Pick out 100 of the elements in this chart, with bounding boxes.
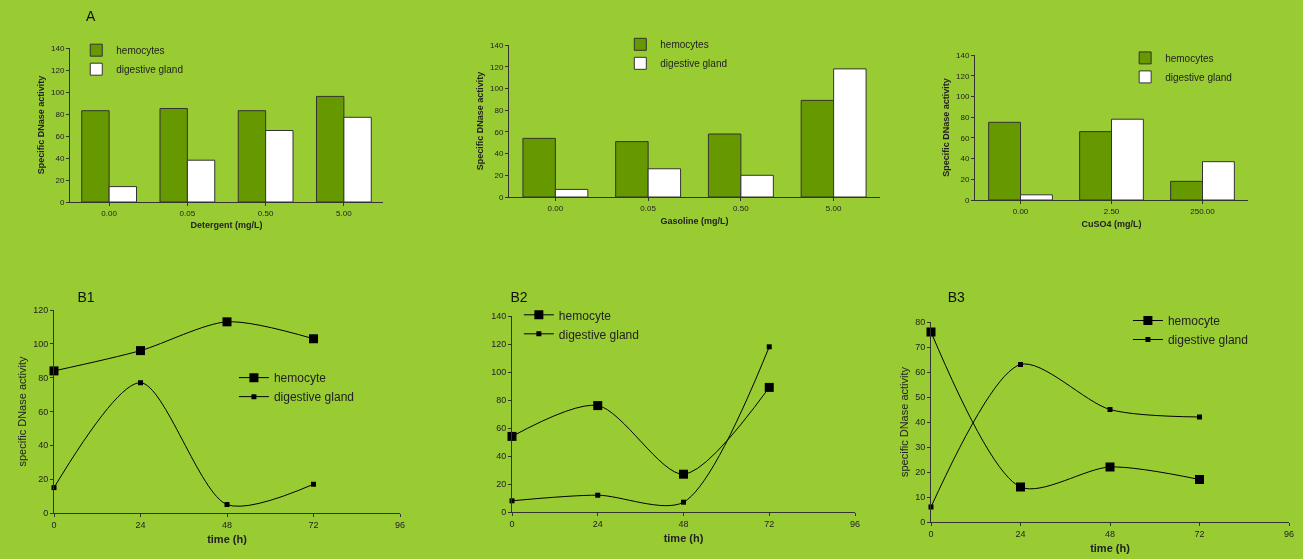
legend-label: digestive gland [1165,71,1232,83]
y-tick-label: 80 [915,317,926,328]
legend-label: hemocytes [660,39,709,51]
y-tick-label: 0 [964,195,970,205]
x-tick-label: 96 [849,518,861,529]
y-tick-label: 120 [491,339,507,350]
y-tick-label: 40 [38,440,49,451]
legend-label: digestive gland [273,390,354,405]
point [593,401,603,411]
x-tick-label: 0.00 [547,203,564,213]
y-tick-label: 80 [55,109,65,119]
y-tick-label: 100 [956,92,970,102]
y-tick-label: 100 [51,87,65,97]
legend-label: digestive gland [1167,333,1248,348]
x-tick-label: 0.05 [179,208,196,218]
y-tick-label: 120 [490,62,504,72]
y-tick-label: 20 [915,467,926,478]
y-tick-label: 50 [915,392,926,403]
y-tick-label: 140 [490,40,504,50]
y-tick-label: 40 [960,154,970,164]
legend-label: hemocyte [558,308,612,323]
legend-label: hemocytes [116,45,165,57]
chart-title: A [86,8,96,25]
point [681,499,686,505]
y-tick-label: 60 [38,406,49,417]
x-tick-label: 48 [678,518,689,529]
point [1197,414,1202,420]
y-tick-label: 0 [43,508,49,519]
y-axis-title: specific DNase activity [897,366,910,478]
point [222,317,232,327]
y-tick-label: 120 [51,65,65,75]
y-tick-label: 140 [956,50,970,60]
x-tick-label: 24 [592,518,603,529]
y-tick-label: 60 [55,131,65,141]
y-tick-label: 80 [960,112,970,122]
x-tick-label: 0.00 [101,208,118,218]
x-tick-label: 2.50 [1103,206,1120,216]
x-tick-label: 0.50 [257,208,274,218]
y-axis-title: Specific DNase activity [475,71,486,171]
x-axis-title: Detergent (mg/L) [190,220,263,230]
x-tick-label: 96 [394,519,406,530]
y-tick-label: 80 [38,372,49,383]
legend-label: digestive gland [660,58,728,70]
x-tick-label: 0 [928,528,934,539]
point [679,469,688,479]
x-tick-label: 72 [308,519,319,530]
y-tick-label: 40 [55,153,65,163]
x-axis-title: Gasoline (mg/L) [660,216,729,227]
x-tick-label: 0.05 [640,203,657,213]
x-axis-title: CuSO4 (mg/L) [1081,219,1142,230]
y-tick-label: 100 [491,367,507,378]
y-tick-label: 0 [501,507,507,518]
y-tick-label: 140 [491,311,507,322]
y-tick-label: 30 [915,442,926,453]
chart-title: B3 [947,288,966,305]
x-tick-label: 24 [135,519,146,530]
y-tick-label: 60 [960,133,970,143]
y-tick-label: 60 [494,127,504,137]
x-tick-label: 0.00 [1012,206,1029,216]
point [764,382,774,392]
x-tick-label: 72 [764,518,775,529]
x-tick-label: 48 [221,519,233,530]
chart-title: B1 [77,288,95,305]
y-tick-label: 40 [496,451,507,462]
x-axis-title: time (h) [663,532,704,544]
y-axis-title: specific DNase activity [15,355,28,467]
y-tick-label: 100 [33,338,49,349]
y-tick-label: 100 [490,84,504,94]
x-tick-label: 96 [1283,528,1295,539]
y-tick-label: 40 [494,149,504,159]
point [1195,475,1204,484]
point [224,502,230,508]
x-tick-label: 48 [1104,528,1116,539]
point [138,380,143,386]
y-tick-label: 40 [915,417,926,428]
legend-label: hemocytes [1165,52,1214,64]
y-tick-label: 0 [498,192,504,202]
legend-label: digestive gland [558,327,639,342]
x-tick-label: 5.00 [825,203,842,213]
y-axis-title: Specific DNase activity [941,78,952,177]
y-tick-label: 20 [55,175,65,185]
point [1107,407,1113,412]
y-tick-label: 60 [496,423,507,434]
point [311,481,316,487]
y-axis-title: Specific DNase activity [36,75,47,175]
y-tick-label: 20 [496,479,507,490]
legend-label: hemocyte [1167,314,1221,329]
y-tick-label: 80 [494,105,504,115]
point [595,492,601,498]
point [1018,362,1023,367]
x-tick-label: 5.00 [336,208,353,218]
point [1105,462,1115,472]
x-tick-label: 72 [1194,528,1205,539]
x-tick-label: 0.50 [733,203,750,213]
point [136,346,145,356]
y-tick-label: 70 [915,342,926,353]
x-tick-label: 24 [1015,528,1026,539]
y-tick-label: 80 [496,395,507,406]
y-tick-label: 20 [38,474,49,485]
y-tick-label: 20 [494,171,504,181]
